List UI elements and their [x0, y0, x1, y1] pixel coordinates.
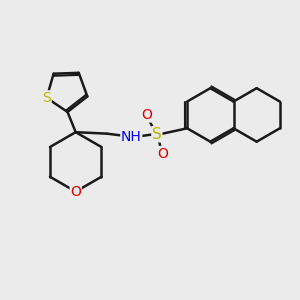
Text: O: O [157, 147, 168, 160]
Text: S: S [152, 127, 162, 142]
Text: O: O [70, 184, 81, 199]
Text: O: O [141, 108, 152, 122]
Text: S: S [42, 91, 51, 105]
Text: NH: NH [121, 130, 142, 144]
